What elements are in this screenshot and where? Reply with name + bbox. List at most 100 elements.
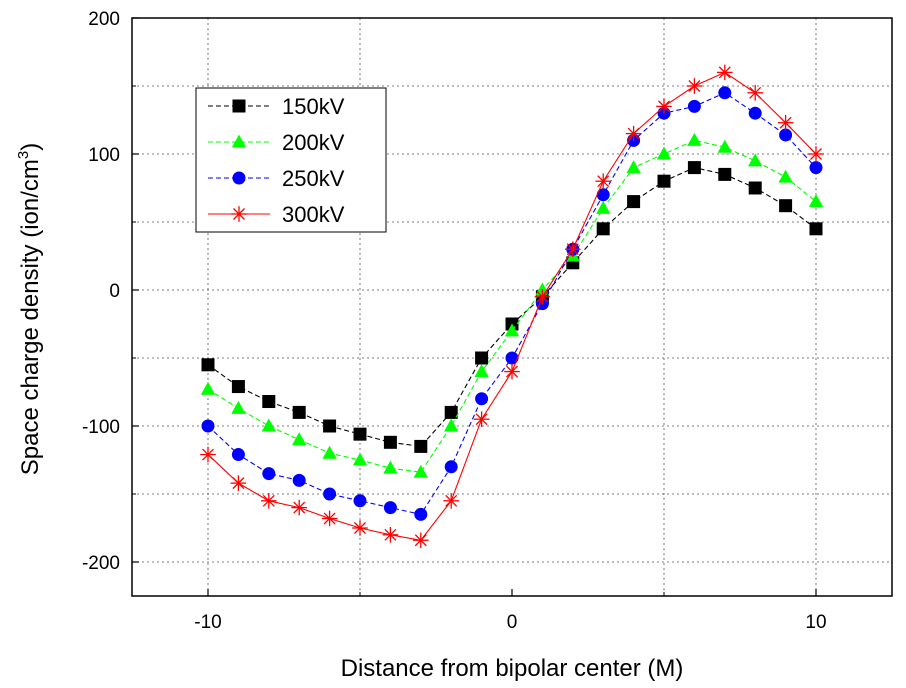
square-marker bbox=[201, 358, 215, 372]
asterisk-stroke bbox=[536, 290, 549, 303]
square-marker bbox=[444, 405, 458, 419]
circle-marker bbox=[231, 448, 245, 462]
asterisk-stroke bbox=[293, 501, 306, 514]
triangle-marker bbox=[656, 146, 672, 160]
asterisk-marker bbox=[200, 446, 216, 463]
square-marker bbox=[718, 167, 732, 181]
triangle-marker bbox=[322, 445, 337, 459]
asterisk-stroke bbox=[475, 413, 488, 426]
circle-marker bbox=[201, 419, 215, 433]
triangle-marker bbox=[474, 364, 489, 378]
legend-label: 150kV bbox=[282, 94, 345, 119]
legend-label: 300kV bbox=[282, 202, 345, 227]
legend-item: 200kV bbox=[208, 130, 345, 155]
y-axis-title-end: ) bbox=[17, 143, 44, 151]
asterisk-marker bbox=[413, 532, 429, 549]
triangle-marker bbox=[717, 139, 732, 153]
circle-marker bbox=[475, 392, 489, 406]
triangle-marker bbox=[261, 418, 276, 432]
asterisk-stroke bbox=[749, 86, 762, 99]
circle-marker bbox=[718, 86, 732, 100]
legend: 150kV 200kV 250kV 300kV bbox=[195, 87, 387, 233]
triangle-marker bbox=[231, 134, 247, 148]
asterisk-marker bbox=[352, 520, 368, 536]
triangle-marker bbox=[808, 194, 824, 208]
circle-marker bbox=[383, 501, 397, 515]
asterisk-stroke bbox=[688, 80, 701, 92]
square-marker bbox=[748, 181, 762, 195]
triangle-marker bbox=[413, 464, 428, 478]
triangle-marker bbox=[352, 452, 368, 466]
y-tick-label: -200 bbox=[82, 553, 120, 574]
asterisk-marker bbox=[686, 78, 703, 94]
square-marker bbox=[231, 380, 245, 394]
square-marker bbox=[687, 161, 701, 175]
asterisk-marker bbox=[747, 85, 763, 101]
x-tick-label: 10 bbox=[805, 612, 826, 633]
y-tick-label: 0 bbox=[109, 281, 120, 302]
legend-label: 250kV bbox=[282, 166, 345, 191]
asterisk-stroke bbox=[779, 116, 792, 129]
square-marker bbox=[262, 395, 276, 409]
circle-marker bbox=[323, 487, 337, 501]
asterisk-stroke bbox=[810, 148, 822, 160]
square-marker bbox=[627, 195, 641, 209]
circle-marker bbox=[779, 128, 793, 142]
x-tick-label: -10 bbox=[194, 612, 221, 633]
asterisk-marker bbox=[777, 114, 794, 131]
legend-box bbox=[195, 87, 387, 233]
triangle-marker bbox=[383, 460, 398, 474]
asterisk-stroke bbox=[627, 127, 640, 140]
asterisk-stroke bbox=[384, 528, 397, 541]
asterisk-marker bbox=[261, 493, 277, 509]
asterisk-marker bbox=[717, 64, 733, 81]
asterisk-marker bbox=[808, 146, 824, 162]
square-marker bbox=[779, 199, 793, 213]
circle-marker bbox=[414, 507, 428, 521]
triangle-marker bbox=[231, 400, 246, 414]
asterisk-stroke bbox=[414, 534, 427, 547]
square-marker bbox=[323, 419, 337, 433]
asterisk-marker bbox=[565, 241, 581, 257]
asterisk-marker bbox=[382, 527, 399, 543]
asterisk-stroke bbox=[323, 512, 336, 525]
legend-label: 200kV bbox=[282, 130, 345, 155]
asterisk-stroke bbox=[354, 522, 366, 534]
asterisk-stroke bbox=[445, 494, 458, 507]
circle-marker bbox=[505, 351, 519, 365]
series-line bbox=[207, 139, 817, 473]
x-tick-label: 0 bbox=[507, 612, 518, 633]
asterisk-stroke bbox=[262, 494, 275, 507]
triangle-marker bbox=[626, 160, 641, 174]
square-marker bbox=[353, 427, 367, 441]
triangle-marker bbox=[200, 381, 216, 395]
square-marker bbox=[809, 222, 823, 236]
asterisk-stroke bbox=[718, 66, 731, 79]
asterisk-stroke bbox=[566, 243, 579, 256]
asterisk-marker bbox=[656, 98, 672, 115]
square-marker bbox=[414, 439, 428, 453]
asterisk-marker bbox=[321, 510, 338, 527]
circle-marker bbox=[262, 467, 276, 481]
y-tick-label: 200 bbox=[88, 9, 120, 30]
triangle-marker bbox=[778, 169, 793, 183]
asterisk-marker bbox=[534, 289, 551, 305]
asterisk-marker bbox=[504, 363, 520, 380]
triangle-marker bbox=[748, 153, 763, 167]
asterisk-stroke bbox=[232, 477, 245, 490]
y-axis-title-superscript: 3 bbox=[15, 151, 32, 159]
triangle-marker bbox=[504, 323, 520, 337]
y-tick-label: -100 bbox=[82, 417, 120, 438]
asterisk-stroke bbox=[202, 448, 214, 461]
circle-marker bbox=[444, 460, 458, 474]
asterisk-marker bbox=[595, 173, 611, 189]
square-marker bbox=[657, 174, 671, 188]
circle-marker bbox=[748, 106, 762, 120]
series-layer bbox=[200, 64, 824, 549]
square-marker bbox=[596, 222, 610, 236]
y-axis-title-main: Space charge density (ion/cm bbox=[17, 159, 44, 475]
asterisk-marker bbox=[291, 499, 307, 516]
triangle-marker bbox=[687, 132, 702, 146]
series-300kV bbox=[200, 64, 824, 549]
